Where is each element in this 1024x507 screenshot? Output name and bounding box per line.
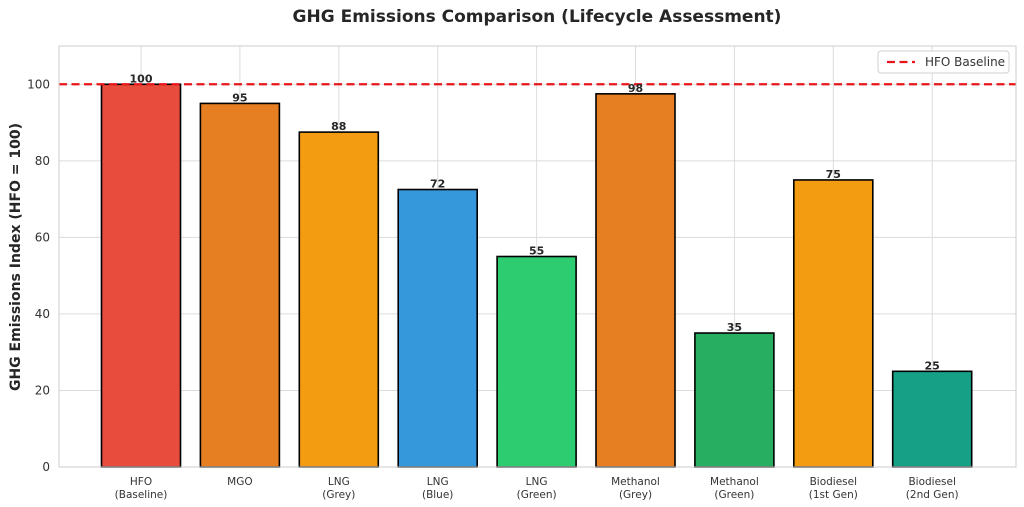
x-tick-label-line: HFO <box>130 476 152 488</box>
y-tick-labels: 0 20 40 60 80 100 <box>27 77 50 474</box>
data-label: 95 <box>232 91 247 104</box>
bar <box>595 93 676 468</box>
data-label: 88 <box>331 120 346 133</box>
legend-label-hfo-baseline: HFO Baseline <box>925 55 1005 69</box>
x-tick-labels: HFO (Baseline)MGO LNG (Grey)LNG (Blue)LNG (Gr… <box>115 476 959 501</box>
x-tick-label-line: (1st Gen) <box>809 489 858 501</box>
bar <box>496 255 577 468</box>
y-axis-label: GHG Emissions Index (HFO = 100) <box>8 123 24 391</box>
y-tick-label: 80 <box>35 154 50 168</box>
x-tick-label-line: Methanol <box>710 476 759 488</box>
data-labels: 100 95 88 72 55 98 35 75 25 <box>130 72 940 372</box>
y-tick-label: 20 <box>35 383 50 397</box>
x-tick-label-line: (Baseline) <box>115 489 168 501</box>
bar <box>694 332 775 468</box>
x-tick-label: Methanol (Green) <box>710 476 759 501</box>
data-label: 55 <box>529 245 544 258</box>
x-tick-label-line: (Blue) <box>422 489 453 501</box>
x-tick-label: Biodiesel (2nd Gen) <box>906 476 959 501</box>
chart-title: GHG Emissions Comparison (Lifecycle Asse… <box>293 7 782 27</box>
plot-frame <box>58 45 1017 468</box>
x-tick-label-line: Biodiesel <box>908 476 955 488</box>
bars <box>100 83 973 468</box>
x-tick-label-line: MGO <box>227 476 252 488</box>
x-tick-label-line: (2nd Gen) <box>906 489 959 501</box>
x-tick-label-line: Methanol <box>611 476 660 488</box>
y-tick-label: 40 <box>35 307 50 321</box>
x-tick-label-line: LNG <box>526 476 548 488</box>
legend-box <box>877 50 1010 74</box>
legend: HFO Baseline <box>877 50 1010 74</box>
x-tick-label: LNG (Grey) <box>322 476 355 501</box>
x-tick-label: HFO (Baseline) <box>115 476 168 501</box>
x-tick-label: LNG (Green) <box>517 476 557 501</box>
x-tick-label-line: Biodiesel <box>810 476 857 488</box>
data-label: 75 <box>826 168 841 181</box>
data-label: 100 <box>130 72 153 85</box>
x-tick-label-line: LNG <box>328 476 350 488</box>
x-tick-label-line: LNG <box>427 476 449 488</box>
y-tick-label: 60 <box>35 230 50 244</box>
bar <box>199 102 281 468</box>
x-tick-label-line: (Green) <box>517 489 557 501</box>
x-tick-label: Biodiesel (1st Gen) <box>809 476 858 501</box>
x-tick-label: LNG (Blue) <box>422 476 453 501</box>
plot-border <box>58 45 1017 468</box>
y-tick-label: 0 <box>42 460 50 474</box>
bar <box>792 179 874 468</box>
x-tick-label: Methanol (Grey) <box>611 476 660 501</box>
bar <box>100 83 182 468</box>
x-tick-label: MGO <box>227 476 252 488</box>
data-label: 25 <box>925 359 940 372</box>
data-label: 72 <box>430 178 445 191</box>
data-label: 98 <box>628 82 643 95</box>
data-label: 35 <box>727 321 742 334</box>
bar <box>298 131 380 468</box>
x-tick-label-line: (Green) <box>714 489 754 501</box>
bar <box>891 370 973 468</box>
x-tick-label-line: (Grey) <box>322 489 355 501</box>
y-tick-label: 100 <box>27 77 50 91</box>
x-tick-label-line: (Grey) <box>619 489 652 501</box>
bar <box>397 188 479 468</box>
